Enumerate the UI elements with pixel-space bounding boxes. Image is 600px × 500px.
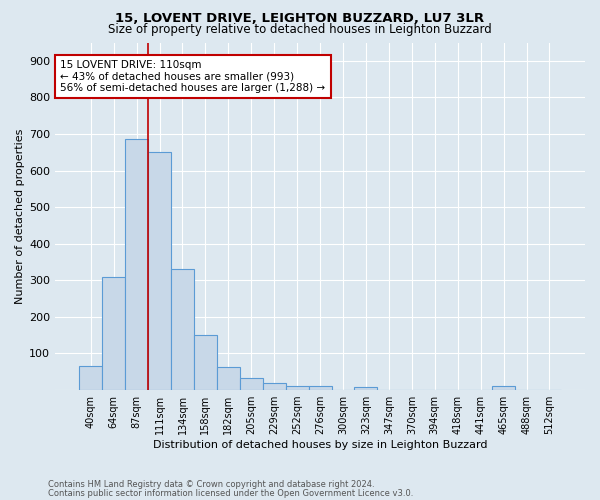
Bar [492,386,515,390]
Bar [308,386,332,390]
Bar [148,152,171,390]
Bar [240,378,263,390]
Bar [79,366,102,390]
Text: Size of property relative to detached houses in Leighton Buzzard: Size of property relative to detached ho… [108,22,492,36]
Text: Contains public sector information licensed under the Open Government Licence v3: Contains public sector information licen… [48,488,413,498]
Bar [355,387,377,390]
Bar [102,276,125,390]
Bar [125,140,148,390]
Bar [217,367,240,390]
Y-axis label: Number of detached properties: Number of detached properties [15,128,25,304]
Bar [171,270,194,390]
Text: 15, LOVENT DRIVE, LEIGHTON BUZZARD, LU7 3LR: 15, LOVENT DRIVE, LEIGHTON BUZZARD, LU7 … [115,12,485,26]
Bar [194,335,217,390]
Bar [286,386,308,390]
Text: 15 LOVENT DRIVE: 110sqm
← 43% of detached houses are smaller (993)
56% of semi-d: 15 LOVENT DRIVE: 110sqm ← 43% of detache… [61,60,326,93]
X-axis label: Distribution of detached houses by size in Leighton Buzzard: Distribution of detached houses by size … [153,440,487,450]
Text: Contains HM Land Registry data © Crown copyright and database right 2024.: Contains HM Land Registry data © Crown c… [48,480,374,489]
Bar [263,383,286,390]
